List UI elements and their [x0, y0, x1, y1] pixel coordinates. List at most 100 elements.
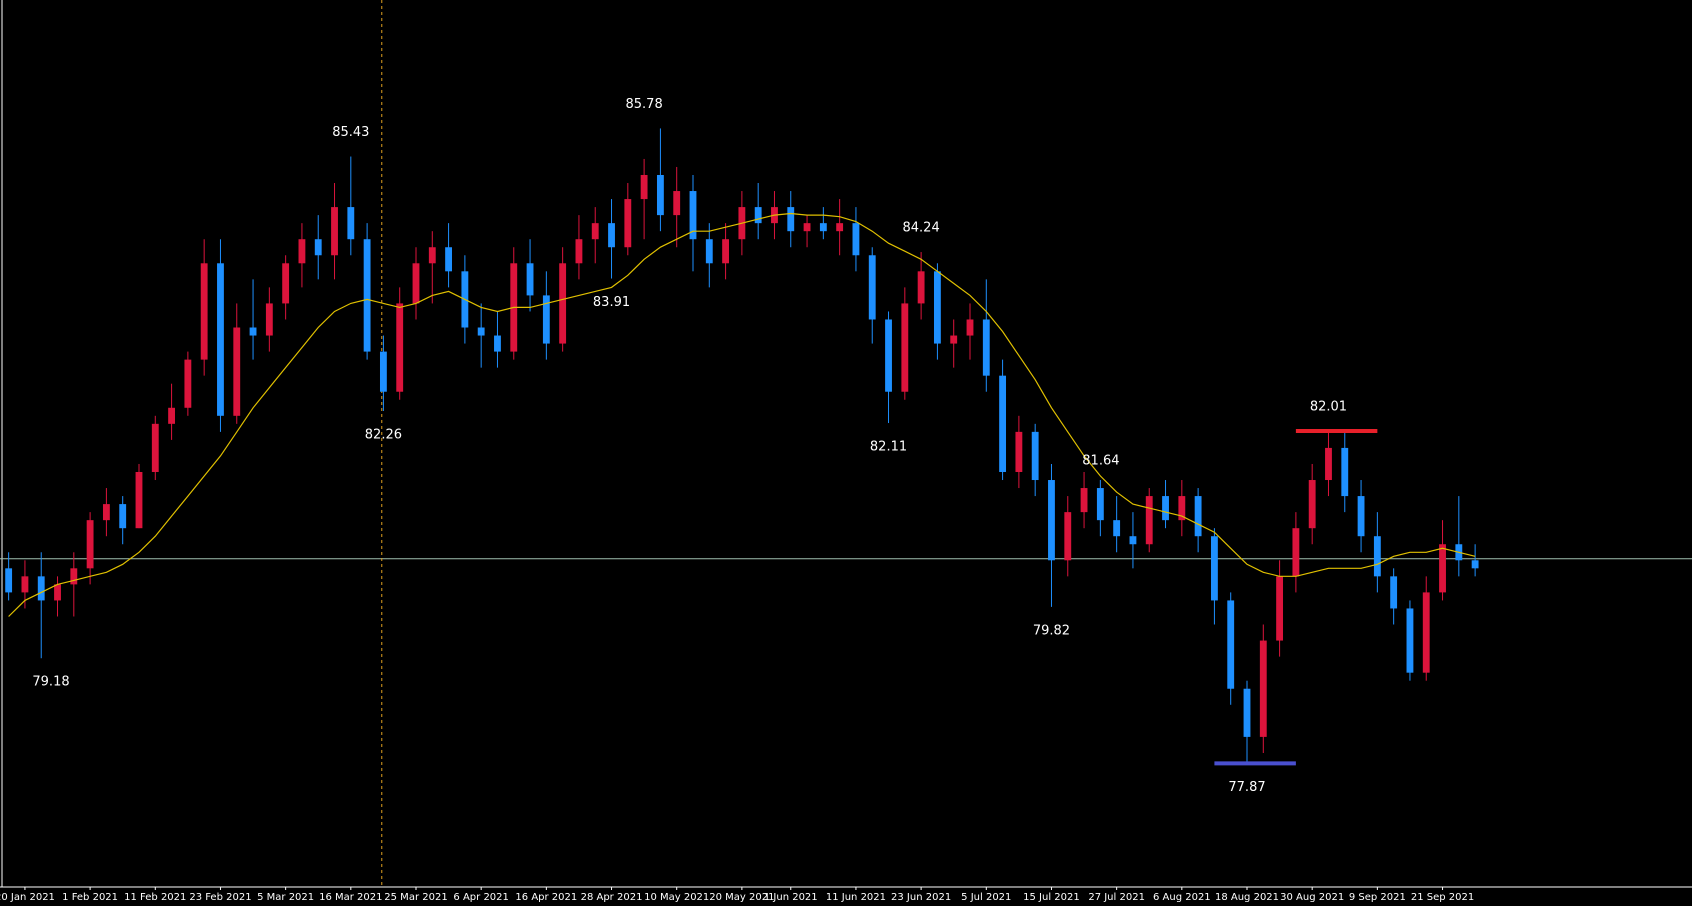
candle-body — [168, 407, 176, 424]
candle-body — [1308, 480, 1316, 529]
candle-body — [950, 335, 958, 344]
candle-body — [1113, 520, 1121, 537]
candle-body — [885, 319, 892, 392]
candle-body — [982, 319, 990, 376]
x-tick-label: 25 Mar 2021 — [384, 892, 447, 903]
candle-body — [1210, 536, 1218, 601]
candle-body — [70, 568, 78, 585]
candle-body — [1243, 688, 1251, 737]
candle-body — [673, 191, 681, 216]
candle-body — [722, 239, 730, 264]
candle-body — [265, 303, 273, 336]
candle-body — [640, 174, 648, 200]
candle-body — [135, 471, 143, 529]
x-tick-label: 18 Aug 2021 — [1215, 892, 1279, 903]
candle-body — [86, 520, 94, 569]
candle-body — [1048, 480, 1055, 561]
candle-body — [412, 263, 420, 304]
x-tick-label: 28 Apr 2021 — [581, 892, 643, 903]
candle-body — [917, 271, 925, 304]
candle-body — [184, 359, 192, 408]
candle-body — [868, 255, 876, 320]
candle-body — [200, 263, 208, 360]
candle-body — [624, 199, 632, 248]
x-tick-label: 5 Mar 2021 — [257, 892, 314, 903]
candle-body — [1471, 560, 1479, 569]
candle-body — [1129, 536, 1137, 545]
candle-body — [591, 223, 599, 240]
price-label: 77.87 — [1228, 780, 1265, 795]
x-tick-label: 10 May 2021 — [644, 892, 709, 903]
candle-body — [494, 335, 501, 352]
x-tick-label: 11 Jun 2021 — [826, 892, 886, 903]
candle-body — [445, 247, 453, 272]
candle-body — [1031, 431, 1039, 481]
price-label: 79.82 — [1033, 623, 1070, 638]
candle-body — [396, 303, 404, 392]
x-tick-label: 1 Jun 2021 — [764, 892, 818, 903]
candle-body — [901, 303, 909, 392]
candle-body — [526, 263, 534, 296]
candle-body — [54, 584, 61, 601]
price-label: 79.18 — [32, 675, 69, 690]
x-tick-label: 20 Jan 2021 — [0, 892, 55, 903]
x-tick-label: 23 Feb 2021 — [189, 892, 251, 903]
candle-body — [21, 576, 29, 593]
candle-body — [1439, 544, 1446, 593]
candle-body — [656, 174, 664, 216]
candle-body — [1145, 496, 1153, 545]
x-tick-label: 20 May 2021 — [709, 892, 774, 903]
candle-body — [1194, 496, 1202, 537]
candle-body — [575, 239, 583, 264]
candle-body — [819, 223, 827, 232]
candle-body — [1422, 592, 1430, 673]
candle-body — [249, 327, 257, 336]
x-axis: 20 Jan 2021 1 Feb 2021 11 Feb 2021 23 Feb 2… — [0, 887, 1474, 903]
candle-body — [233, 327, 241, 416]
x-tick-label: 9 Sep 2021 — [1349, 892, 1406, 903]
x-tick-label: 16 Apr 2021 — [515, 892, 577, 903]
price-label: 82.01 — [1310, 400, 1347, 415]
candle-body — [314, 239, 322, 256]
candle-body — [1406, 608, 1414, 673]
x-tick-label: 15 Jul 2021 — [1023, 892, 1080, 903]
candle-body — [1064, 512, 1072, 561]
price-label: 85.78 — [626, 97, 663, 112]
candle-body — [37, 576, 45, 601]
candle-body — [379, 351, 387, 392]
candle-body — [1178, 496, 1186, 521]
candle-body — [5, 568, 13, 593]
candle-body — [689, 191, 697, 240]
price-label: 85.43 — [332, 125, 369, 140]
candle-body — [477, 327, 485, 336]
x-tick-label: 6 Aug 2021 — [1153, 892, 1211, 903]
candle-body — [428, 247, 436, 264]
candle-body — [608, 223, 615, 248]
candle-body — [363, 239, 371, 352]
candle-body — [1373, 536, 1381, 577]
price-label: 81.64 — [1082, 453, 1119, 468]
candle-body — [803, 223, 811, 232]
candle-body — [1357, 496, 1365, 537]
price-label: 84.24 — [903, 221, 940, 236]
candle-body — [754, 207, 762, 224]
candle-body — [119, 504, 127, 529]
candle-body — [1227, 600, 1235, 689]
x-tick-label: 23 Jun 2021 — [891, 892, 951, 903]
candle-body — [1015, 431, 1023, 472]
x-tick-label: 5 Jul 2021 — [961, 892, 1011, 903]
x-tick-label: 16 Mar 2021 — [319, 892, 382, 903]
candle-body — [787, 207, 795, 232]
candle-body — [542, 295, 550, 344]
candle-body — [217, 263, 224, 416]
x-tick-label: 21 Sep 2021 — [1411, 892, 1474, 903]
candle-body — [151, 423, 159, 472]
candle-body — [1390, 576, 1398, 609]
moving-average — [8, 212, 1476, 617]
x-tick-label: 1 Feb 2021 — [62, 892, 118, 903]
candle-body — [1292, 528, 1300, 577]
candle-body — [966, 319, 974, 336]
candle-body — [1096, 488, 1104, 521]
candle-body — [298, 239, 306, 264]
x-tick-label: 30 Aug 2021 — [1280, 892, 1344, 903]
